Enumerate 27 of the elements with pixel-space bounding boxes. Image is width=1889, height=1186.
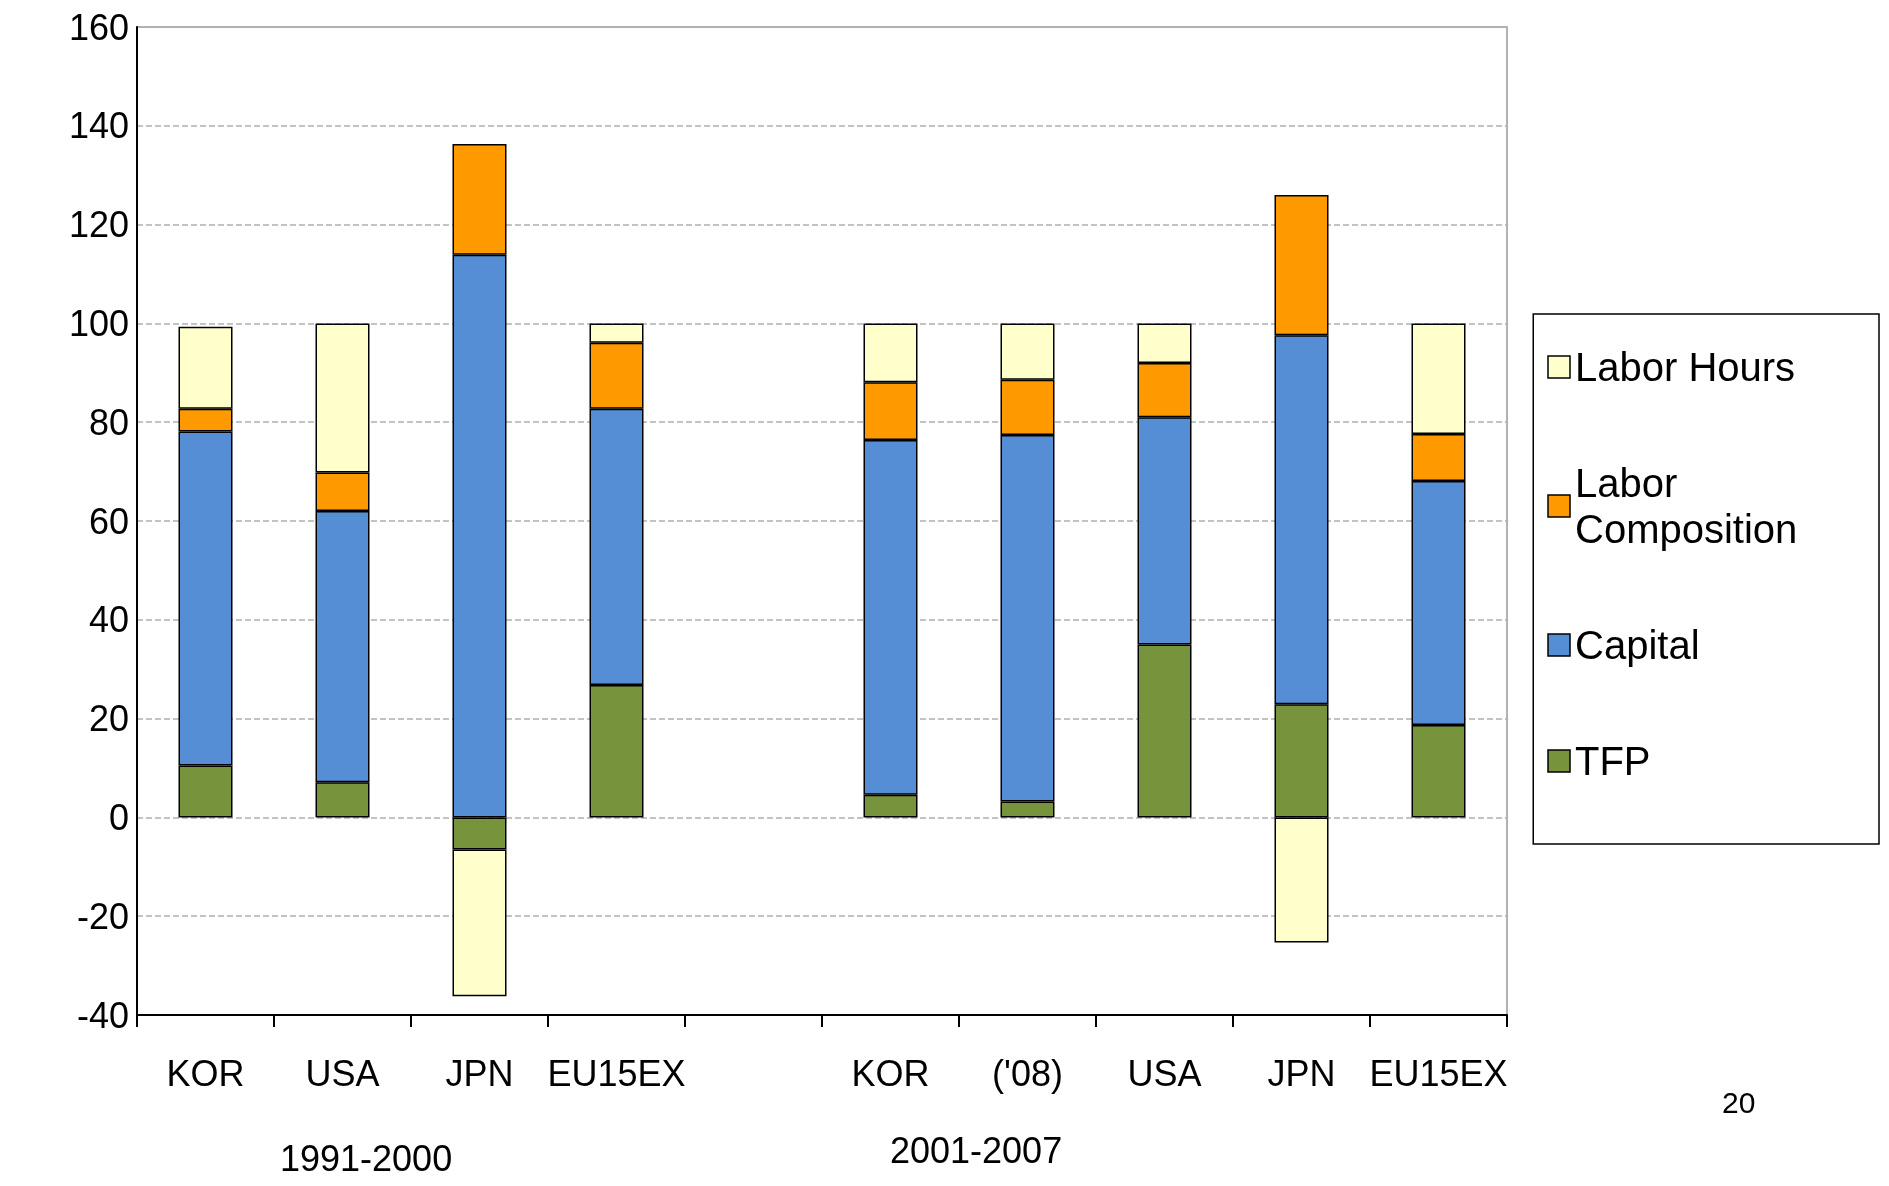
legend-label: TFP <box>1575 739 1651 783</box>
y-tick-label: 120 <box>68 204 129 246</box>
text: 20 <box>1722 1085 1756 1119</box>
x-tick-label: JPN <box>1267 1052 1336 1094</box>
y-tick-label: 0 <box>108 796 129 838</box>
legend-label: Labor Hours <box>1575 345 1796 389</box>
x-tick-label: KOR <box>851 1052 930 1094</box>
legend-label: Labor Composition <box>1575 461 1798 551</box>
x-tick-label: JPN <box>445 1052 514 1094</box>
y-tick-label: 140 <box>68 105 129 147</box>
x-tick-label: KOR <box>166 1052 245 1094</box>
y-tick-label: -20 <box>76 895 129 937</box>
x-tick-label: USA <box>305 1052 380 1094</box>
y-tick-label: -40 <box>76 994 129 1036</box>
y-tick-label: 20 <box>88 698 129 740</box>
y-tick-label: 60 <box>88 500 129 542</box>
x-tick-label: EU15EX <box>547 1052 686 1094</box>
legend-label: Capital <box>1575 623 1700 667</box>
x-tick-label: USA <box>1127 1052 1202 1094</box>
text: 2001-2007 <box>890 1129 1063 1171</box>
y-tick-label: 40 <box>88 599 129 641</box>
y-tick-label: 160 <box>68 6 129 48</box>
x-tick-label: EU15EX <box>1369 1052 1508 1094</box>
x-tick-label: ('08) <box>992 1052 1063 1094</box>
y-tick-label: 100 <box>68 302 129 344</box>
text: 1991-2000 <box>280 1137 453 1179</box>
y-tick-label: 80 <box>88 401 129 443</box>
